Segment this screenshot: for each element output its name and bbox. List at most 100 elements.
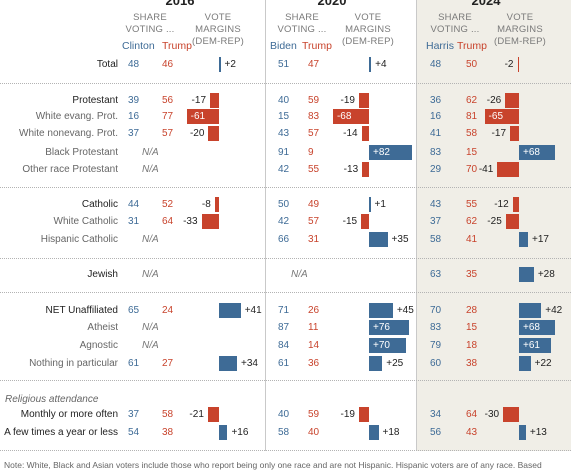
share-voting-header: SHARE bbox=[133, 12, 167, 23]
rep-share-value: 15 bbox=[466, 147, 478, 158]
rep-share-value: 14 bbox=[308, 340, 320, 351]
margin-value: +18 bbox=[382, 427, 400, 438]
margin-bar bbox=[519, 320, 556, 335]
margin-value: -8 bbox=[201, 199, 211, 210]
margin-bar bbox=[497, 162, 519, 177]
margin-value: +68 bbox=[523, 147, 540, 158]
row-label: White nonevang. Prot. bbox=[19, 128, 118, 139]
dem-share-value: 42 bbox=[278, 216, 290, 227]
rep-share-value: 40 bbox=[308, 427, 320, 438]
rep-share-value: 24 bbox=[162, 305, 174, 316]
rep-share-value: 31 bbox=[308, 234, 320, 245]
margin-value: +25 bbox=[386, 358, 404, 369]
row-label: Hispanic Catholic bbox=[40, 234, 118, 245]
margin-bar bbox=[369, 57, 372, 72]
rep-share-value: 57 bbox=[308, 216, 320, 227]
margin-value: -17 bbox=[491, 128, 506, 139]
rep-candidate-name: Trump bbox=[162, 40, 192, 52]
dem-share-value: 63 bbox=[430, 269, 442, 280]
margin-value: -25 bbox=[487, 216, 502, 227]
row-separator bbox=[0, 380, 571, 381]
rep-share-value: 36 bbox=[308, 358, 320, 369]
rep-share-value: 58 bbox=[162, 409, 174, 420]
margin-value: -2 bbox=[504, 59, 514, 70]
margin-bar bbox=[519, 232, 528, 247]
dem-share-value: 83 bbox=[430, 147, 442, 158]
margin-value: -61 bbox=[190, 111, 206, 122]
vote-margins-header: MARGINS bbox=[345, 24, 391, 35]
rep-share-value: 35 bbox=[466, 269, 478, 280]
margin-value: -33 bbox=[183, 216, 198, 227]
margin-bar bbox=[219, 425, 228, 440]
margin-value: -26 bbox=[486, 95, 502, 106]
margin-value: +68 bbox=[523, 322, 540, 333]
dem-share-value: 65 bbox=[128, 305, 140, 316]
dem-share-value: 83 bbox=[430, 322, 442, 333]
margin-value: -17 bbox=[191, 95, 206, 106]
margin-bar bbox=[186, 109, 219, 124]
vote-margins-header: VOTE bbox=[204, 12, 232, 23]
dem-share-value: 61 bbox=[128, 358, 140, 369]
dem-share-value: 58 bbox=[278, 427, 290, 438]
rep-share-value: 38 bbox=[466, 358, 478, 369]
dem-share-value: 29 bbox=[430, 164, 442, 175]
dem-share-value: 44 bbox=[128, 199, 140, 210]
row-label: Atheist bbox=[87, 322, 118, 333]
rep-share-value: 26 bbox=[308, 305, 320, 316]
margin-value: -65 bbox=[488, 111, 503, 122]
margin-value: -21 bbox=[189, 409, 204, 420]
rep-share-value: 56 bbox=[162, 95, 174, 106]
year-2016-title: 2016 bbox=[165, 0, 195, 8]
rep-share-value: 11 bbox=[308, 322, 319, 333]
margin-value: +16 bbox=[231, 427, 249, 438]
dem-share-value: 48 bbox=[430, 59, 442, 70]
share-voting-header: VOTING ... bbox=[277, 24, 327, 35]
margin-value: +35 bbox=[391, 234, 409, 245]
rep-share-value: 57 bbox=[162, 128, 174, 139]
rep-share-value: 64 bbox=[162, 216, 174, 227]
margin-bar bbox=[369, 338, 407, 353]
margin-value: +82 bbox=[373, 147, 390, 158]
margin-bar bbox=[503, 407, 519, 422]
vote-margins-header: (DEM-REP) bbox=[494, 36, 546, 47]
dem-share-value: 43 bbox=[278, 128, 290, 139]
margin-bar bbox=[219, 303, 241, 318]
margin-bar bbox=[219, 356, 238, 371]
rep-share-value: 58 bbox=[466, 128, 478, 139]
dem-candidate-name: Biden bbox=[270, 40, 297, 52]
rep-share-value: 62 bbox=[466, 95, 478, 106]
margin-value: -30 bbox=[484, 409, 500, 420]
row-label: NET Unaffiliated bbox=[45, 305, 118, 316]
margin-value: +2 bbox=[224, 59, 236, 70]
rep-share-value: 9 bbox=[308, 147, 314, 158]
row-separator bbox=[0, 450, 571, 451]
rep-candidate-name: Trump bbox=[457, 40, 487, 52]
margin-bar bbox=[209, 93, 219, 108]
row-label: Agnostic bbox=[79, 340, 118, 351]
dem-share-value: 39 bbox=[128, 95, 140, 106]
dem-share-value: 16 bbox=[430, 111, 442, 122]
rep-share-value: 27 bbox=[162, 358, 174, 369]
dem-share-value: 70 bbox=[430, 305, 442, 316]
rep-share-value: 52 bbox=[162, 199, 174, 210]
dem-share-value: 61 bbox=[278, 358, 290, 369]
margin-value: +13 bbox=[529, 427, 547, 438]
margin-bar bbox=[358, 93, 369, 108]
share-voting-header: VOTING ... bbox=[125, 24, 175, 35]
dem-share-value: 16 bbox=[128, 111, 140, 122]
margin-value: +45 bbox=[396, 305, 414, 316]
margin-bar bbox=[509, 126, 519, 141]
margin-value: -15 bbox=[342, 216, 358, 227]
margin-value: +41 bbox=[244, 305, 262, 316]
not-available-label: N/A bbox=[142, 322, 159, 333]
not-available-label: N/A bbox=[142, 234, 159, 245]
rep-share-value: 59 bbox=[308, 409, 320, 420]
margin-bar bbox=[369, 232, 388, 247]
margin-value: +17 bbox=[532, 234, 549, 245]
margin-bar bbox=[484, 109, 519, 124]
margin-value: +4 bbox=[375, 59, 387, 70]
row-separator bbox=[0, 258, 571, 259]
margin-bar bbox=[369, 303, 393, 318]
row-label: White evang. Prot. bbox=[35, 111, 118, 122]
dem-share-value: 40 bbox=[278, 409, 290, 420]
